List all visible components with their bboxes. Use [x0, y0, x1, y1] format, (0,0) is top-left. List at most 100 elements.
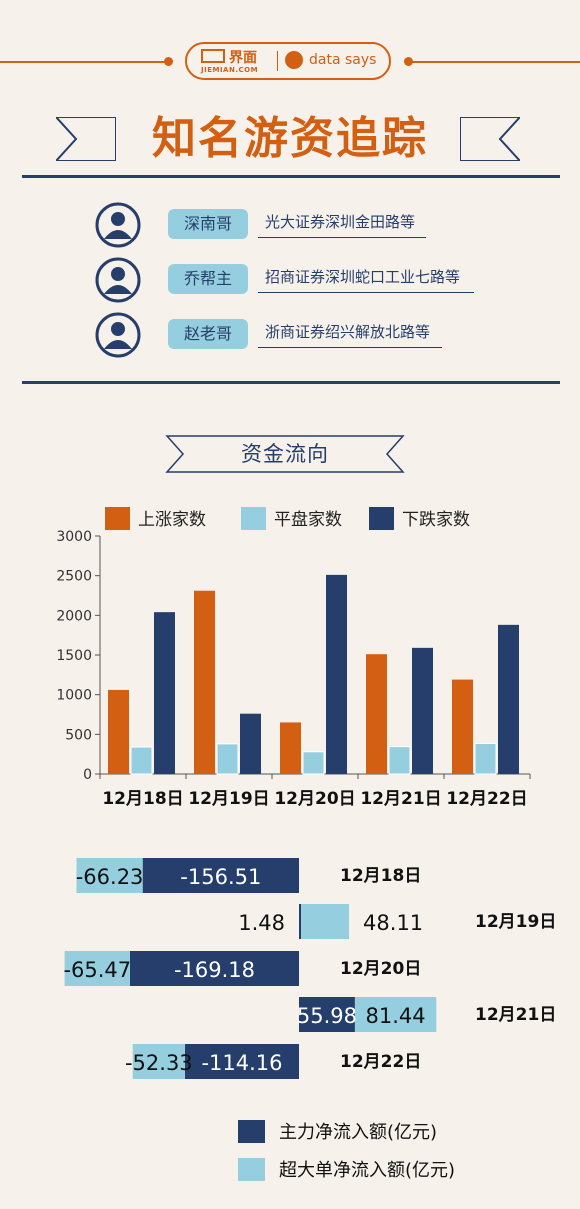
- date-label: 12月18日: [340, 866, 421, 886]
- trader-desc: 浙商证券绍兴解放北路等: [265, 323, 431, 341]
- section-title: 资金流向: [241, 442, 329, 466]
- main-flow-label: 1.48: [238, 911, 285, 935]
- main-flow-bar: [299, 904, 301, 939]
- super-flow-bar: [301, 904, 350, 939]
- brand-divider: [277, 51, 278, 71]
- legend-label: 超大单净流入额(亿元): [279, 1160, 455, 1181]
- legend-swatch: [238, 1120, 265, 1143]
- x-tick-label: 12月19日: [188, 789, 269, 809]
- super-flow-label: -65.47: [63, 958, 131, 982]
- x-tick-label: 12月18日: [102, 789, 183, 809]
- title-ribbon-right-icon: [460, 117, 520, 161]
- trader-row: 赵老哥 浙商证券绍兴解放北路等: [0, 311, 580, 361]
- bar: [216, 743, 239, 775]
- date-label: 12月22日: [340, 1052, 421, 1072]
- legend-label: 下跌家数: [402, 510, 470, 530]
- x-tick-label: 12月20日: [274, 789, 355, 809]
- trader-desc: 招商证券深圳蛇口工业七路等: [265, 268, 461, 286]
- trader-name-badge: 赵老哥: [168, 319, 248, 349]
- super-flow-label: -66.23: [76, 865, 144, 889]
- traders-divider: [22, 381, 560, 384]
- main-flow-bar: [130, 951, 299, 986]
- bar: [326, 574, 347, 774]
- trader-desc: 光大证券深圳金田路等: [265, 213, 416, 231]
- header: 界面 JIEMIAN.COM data says: [0, 0, 580, 110]
- bar: [498, 624, 519, 774]
- bar: [388, 746, 411, 775]
- super-flow-bar: [64, 951, 130, 986]
- super-flow-label: -52.33: [125, 1051, 193, 1075]
- user-avatar-icon: [95, 312, 141, 358]
- main-flow-label: -156.51: [180, 865, 261, 889]
- title-banner: 知名游资追踪: [0, 110, 580, 180]
- bar: [366, 654, 387, 774]
- main-flow-bar: [299, 997, 355, 1032]
- super-flow-label: 81.44: [366, 1004, 426, 1028]
- trader-name-badge: 深南哥: [168, 209, 248, 239]
- bar: [194, 590, 215, 774]
- bar: [108, 689, 129, 774]
- jiemian-logo-domain: JIEMIAN.COM: [201, 66, 259, 74]
- super-flow-bar: [354, 997, 437, 1032]
- bar: [474, 742, 497, 775]
- legend-swatch: [105, 507, 130, 530]
- bar: [240, 713, 261, 774]
- section-banner: 资金流向: [165, 434, 405, 474]
- legend-label: 主力净流入额(亿元): [279, 1122, 437, 1143]
- y-tick-label: 0: [83, 767, 92, 783]
- header-line-right: [411, 61, 580, 63]
- y-tick-label: 500: [65, 727, 92, 743]
- super-flow-label: 48.11: [363, 911, 423, 935]
- bar: [154, 612, 175, 774]
- capital-flow-chart: -156.51 -66.23 12月18日 1.48 48.11 12月19日 -169.1…: [63, 858, 556, 1181]
- legend-label: 上涨家数: [138, 510, 206, 530]
- y-tick-label: 2000: [56, 608, 92, 624]
- y-tick-label: 1500: [56, 648, 92, 664]
- main-flow-label: -114.16: [201, 1051, 282, 1075]
- trader-name-badge: 乔帮主: [168, 264, 248, 294]
- super-flow-bar: [132, 1044, 185, 1079]
- bar: [130, 746, 153, 775]
- x-tick-label: 12月21日: [360, 789, 441, 809]
- legend-label: 平盘家数: [274, 510, 342, 530]
- page-title: 知名游资追踪: [152, 113, 428, 164]
- bar: [302, 751, 325, 775]
- header-dot-left: [164, 57, 173, 66]
- main-flow-label: 55.98: [297, 1004, 357, 1028]
- x-tick-label: 12月22日: [446, 789, 527, 809]
- jiemian-logo-text: 界面: [229, 50, 257, 66]
- title-divider: [22, 175, 560, 178]
- y-tick-label: 1000: [56, 688, 92, 704]
- bar: [280, 722, 301, 774]
- trader-desc-underline: [258, 347, 442, 348]
- date-label: 12月19日: [475, 912, 556, 932]
- header-line-left: [0, 61, 168, 63]
- main-flow-bar: [184, 1044, 299, 1079]
- datasays-logo-text: data says: [309, 52, 377, 68]
- brand-pill: 界面 JIEMIAN.COM data says: [185, 42, 391, 80]
- legend-swatch: [238, 1158, 265, 1181]
- y-tick-label: 3000: [56, 529, 92, 545]
- header-dot-right: [404, 57, 413, 66]
- trader-desc-underline: [258, 237, 426, 238]
- bar: [452, 679, 473, 774]
- main-flow-label: -169.18: [174, 958, 255, 982]
- date-label: 12月21日: [475, 1005, 556, 1025]
- datasays-logo-icon: [285, 51, 303, 69]
- trader-row: 乔帮主 招商证券深圳蛇口工业七路等: [0, 256, 580, 306]
- trader-row: 深南哥 光大证券深圳金田路等: [0, 201, 580, 251]
- section-ribbon-icon: [165, 435, 405, 473]
- legend-swatch: [369, 507, 394, 530]
- title-ribbon-left-icon: [56, 117, 116, 161]
- super-flow-bar: [76, 858, 143, 893]
- legend-swatch: [241, 507, 266, 530]
- jiemian-logo-icon: [201, 49, 225, 63]
- bar: [412, 647, 433, 774]
- user-avatar-icon: [95, 257, 141, 303]
- trader-list: 深南哥 光大证券深圳金田路等 乔帮主 招商证券深圳蛇口工业七路等 赵老哥 浙商证…: [0, 190, 580, 370]
- stock-count-bar-chart: 上涨家数 平盘家数 下跌家数 0 500 1000 1500 2000 2500 3000 12月1…: [56, 507, 531, 809]
- date-label: 12月20日: [340, 959, 421, 979]
- user-avatar-icon: [95, 202, 141, 248]
- y-tick-label: 2500: [56, 569, 92, 585]
- trader-desc-underline: [258, 292, 474, 293]
